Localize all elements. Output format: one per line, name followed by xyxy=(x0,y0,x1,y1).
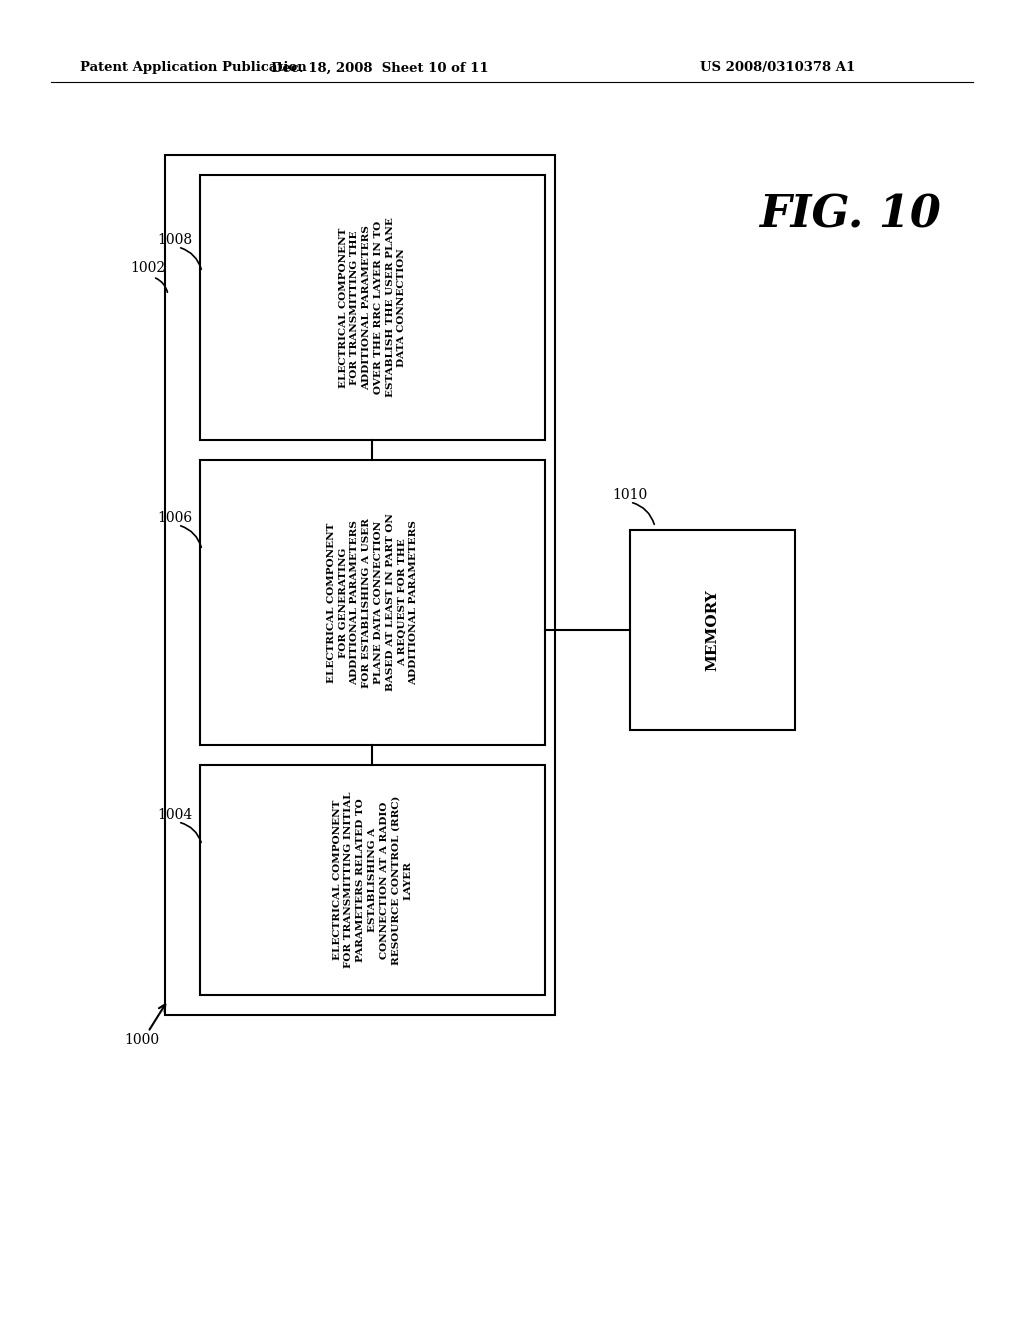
Text: 1004: 1004 xyxy=(158,808,193,822)
Text: 1000: 1000 xyxy=(125,1034,160,1047)
Text: 1008: 1008 xyxy=(158,234,193,247)
Text: Patent Application Publication: Patent Application Publication xyxy=(80,62,307,74)
Text: MEMORY: MEMORY xyxy=(706,589,720,671)
Text: 1002: 1002 xyxy=(130,261,166,275)
Text: 1006: 1006 xyxy=(158,511,193,525)
Bar xyxy=(200,176,545,440)
Text: Dec. 18, 2008  Sheet 10 of 11: Dec. 18, 2008 Sheet 10 of 11 xyxy=(271,62,488,74)
Text: ELECTRICAL COMPONENT
FOR GENERATING
ADDITIONAL PARAMETERS
FOR ESTABLISHING A USE: ELECTRICAL COMPONENT FOR GENERATING ADDI… xyxy=(327,513,418,692)
Text: ELECTRICAL COMPONENT
FOR TRANSMITTING INITIAL
PARAMETERS RELATED TO
ESTABLISHING: ELECTRICAL COMPONENT FOR TRANSMITTING IN… xyxy=(333,792,413,969)
Text: US 2008/0310378 A1: US 2008/0310378 A1 xyxy=(700,62,855,74)
Text: ELECTRICAL COMPONENT
FOR TRANSMITTING THE
ADDITIONAL PARAMETERS
OVER THE RRC LAY: ELECTRICAL COMPONENT FOR TRANSMITTING TH… xyxy=(339,218,407,397)
Text: 1010: 1010 xyxy=(612,488,647,502)
Text: FIG. 10: FIG. 10 xyxy=(759,194,941,236)
Bar xyxy=(200,459,545,744)
Bar xyxy=(165,154,555,1015)
Bar xyxy=(630,531,795,730)
Bar xyxy=(200,766,545,995)
